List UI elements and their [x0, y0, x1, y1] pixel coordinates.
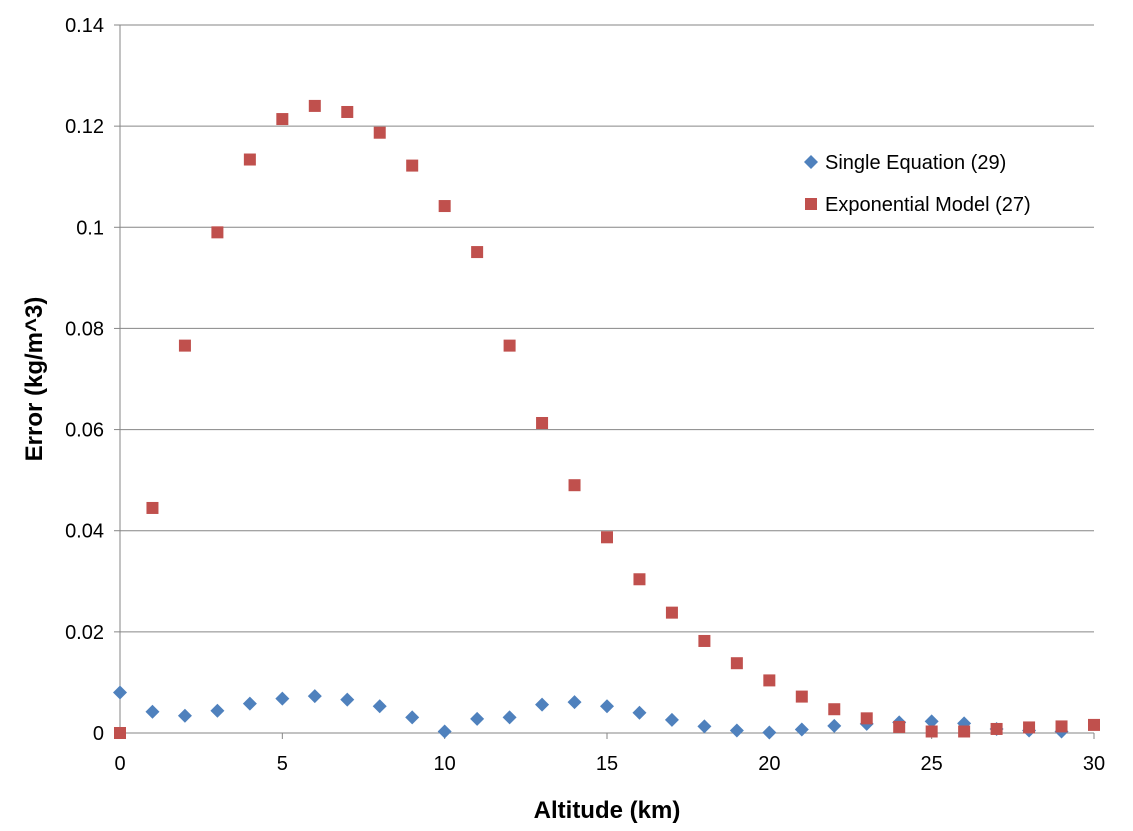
series-1-point: [210, 703, 225, 718]
y-tick-label: 0: [93, 723, 104, 745]
y-tick-label: 0.12: [65, 116, 104, 138]
series-1-point: [307, 689, 322, 704]
series-2-point: [763, 674, 776, 687]
series-1-point: [113, 685, 127, 700]
series-1-point: [502, 710, 517, 725]
series-2-point: [795, 690, 808, 703]
series-1-point: [632, 705, 647, 720]
x-tick-label: 25: [921, 753, 943, 775]
series-1-point: [437, 724, 452, 739]
series-2-point: [243, 153, 256, 166]
x-tick-label: 20: [758, 753, 780, 775]
series-1-point: [275, 691, 290, 706]
series-1-point: [794, 722, 809, 737]
y-axis-ticks: 0 0.02 0.04 0.06 0.08 0.1 0.12 0.14: [65, 15, 120, 745]
series-2-point: [1055, 720, 1068, 733]
x-tick-label: 0: [114, 753, 125, 775]
series-2-point: [276, 113, 289, 126]
series-1-point: [340, 692, 355, 707]
y-tick-label: 0.02: [65, 622, 104, 644]
legend-label-1: Single Equation (29): [825, 152, 1006, 174]
series-1-point: [372, 699, 387, 714]
series-2-point: [828, 703, 841, 716]
series-2-point: [211, 226, 224, 239]
legend: Single Equation (29) Exponential Model (2…: [804, 152, 1031, 216]
series-2-point: [958, 725, 971, 738]
y-tick-label: 0.06: [65, 420, 104, 442]
series-2-point: [601, 531, 613, 544]
y-tick-label: 0.04: [65, 521, 104, 543]
series-1-point: [697, 719, 712, 734]
series-2-point: [471, 246, 484, 259]
x-tick-label: 10: [434, 753, 456, 775]
series-2-point: [730, 657, 743, 670]
series-1-point: [762, 725, 777, 740]
x-tick-label: 30: [1083, 753, 1105, 775]
y-axis-title: Error (kg/m^3): [21, 297, 48, 462]
legend-marker-2: [805, 198, 817, 210]
series-1-point: [827, 718, 842, 733]
y-tick-label: 0.1: [76, 217, 104, 239]
series-2-point: [341, 105, 354, 118]
series-2-point: [925, 725, 938, 738]
series-1-point: [177, 708, 192, 723]
series-1-point: [535, 697, 550, 712]
series-2-point: [373, 126, 386, 139]
series-2-point: [1023, 721, 1036, 734]
series-2-point: [308, 99, 321, 112]
x-axis-ticks: 0 5 10 15 20 25 30: [114, 733, 1105, 775]
gridlines: [120, 24, 1094, 633]
series-2-point: [860, 712, 873, 725]
series-2-point: [438, 200, 451, 213]
x-tick-label: 15: [596, 753, 618, 775]
series-2-point: [406, 159, 419, 172]
data-series: [113, 99, 1100, 740]
series-2-point: [893, 720, 906, 733]
series-1-point: [470, 711, 485, 726]
series-2-point: [990, 722, 1003, 735]
y-tick-label: 0.14: [65, 15, 104, 37]
series-2-point: [146, 501, 159, 514]
series-2-point: [568, 479, 581, 492]
series-2-point: [698, 634, 711, 647]
series-2-point: [178, 339, 191, 352]
x-axis-title: Altitude (km): [534, 797, 681, 824]
x-tick-label: 5: [277, 753, 288, 775]
series-1-point: [567, 695, 582, 710]
series-1-point: [600, 699, 614, 714]
series-2-point: [665, 606, 678, 619]
series-2-point: [503, 339, 516, 352]
series-1-point: [729, 723, 744, 738]
series-2-point: [1088, 718, 1100, 731]
series-2-point: [536, 416, 549, 429]
series-1-point: [405, 710, 420, 725]
series-1-point: [664, 712, 679, 727]
series-1-point: [145, 704, 160, 719]
series-1-point: [242, 696, 257, 711]
series-2-point: [633, 573, 646, 586]
y-tick-label: 0.08: [65, 318, 104, 340]
series-1-point: [924, 714, 939, 729]
series-2-point: [114, 727, 126, 739]
legend-marker-1: [804, 155, 818, 169]
series-2-points: [114, 99, 1100, 739]
legend-label-2: Exponential Model (27): [825, 194, 1031, 216]
